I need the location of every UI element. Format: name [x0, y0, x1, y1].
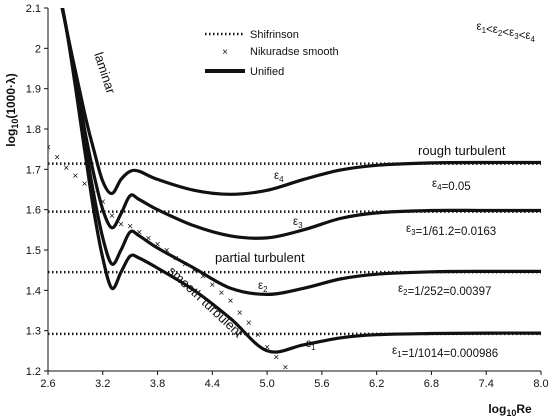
x-tick-label: 6.2: [369, 378, 384, 390]
eps1-value-label: ε1=1/1014=0.000986: [392, 345, 498, 360]
y-tick-label: 1.2: [26, 366, 41, 378]
nikuradse-marker: ×: [182, 260, 188, 271]
y-tick-label: 1.5: [26, 245, 41, 257]
y-tick-label: 1.6: [26, 205, 41, 217]
rough-turbulent-label: rough turbulent: [418, 143, 506, 158]
x-tick-label: 5.6: [314, 378, 329, 390]
nikuradse-marker: ×: [63, 163, 69, 174]
nikuradse-marker: ×: [100, 197, 106, 208]
nikuradse-marker: ×: [209, 280, 215, 291]
y-tick-label: 2.1: [26, 3, 41, 15]
y-tick-label: 1.3: [26, 326, 41, 338]
nikuradse-marker: ×: [246, 318, 252, 329]
nikuradse-marker: ×: [200, 272, 206, 283]
nikuradse-marker: ×: [155, 239, 161, 250]
y-tick-label: 1.7: [26, 164, 41, 176]
nikuradse-marker: ×: [45, 143, 51, 154]
nikuradse-marker: ×: [82, 179, 88, 190]
unified-curve-ε2: [60, 8, 541, 296]
nikuradse-marker: ×: [146, 233, 152, 244]
x-tick-label: 5.0: [259, 378, 274, 390]
y-tick-label: 1.9: [26, 84, 41, 96]
y-tick-label: 1.4: [26, 285, 41, 297]
y-axis-ticks: 1.2 1.3 1.4 1.5 1.6 1.7 1.8 1.9 2 2.1: [26, 3, 48, 378]
y-tick-label: 1.8: [26, 124, 41, 136]
nikuradse-marker: ×: [219, 288, 225, 299]
x-tick-label: 3.8: [150, 378, 165, 390]
axes: [47, 8, 541, 372]
eps3-value-label: ε3=1/61.2=0.0163: [406, 223, 496, 238]
nikuradse-marker: ×: [264, 342, 270, 353]
nikuradse-marker: ×: [54, 153, 60, 164]
unified-series: [60, 8, 541, 354]
x-axis-title: log10Re: [488, 402, 532, 418]
y-tick-label: 2: [35, 43, 41, 55]
legend-shifrinson-label: Shifrinson: [250, 29, 299, 41]
y-axis-title: log10(1000·λ): [4, 73, 20, 146]
legend-nikuradse-label: Nikuradse smooth: [250, 46, 339, 58]
nikuradse-marker: ×: [228, 296, 234, 307]
nikuradse-marker: ×: [72, 171, 78, 182]
legend-unified-label: Unified: [250, 66, 284, 78]
legend: Shifrinson × Nikuradse smooth Unified: [205, 29, 339, 78]
nikuradse-marker: ×: [118, 219, 124, 230]
x-tick-label: 6.8: [424, 378, 439, 390]
eps4-value-label: ε4=0.05: [432, 178, 471, 193]
nikuradse-marker: ×: [109, 211, 115, 222]
partial-turbulent-label: partial turbulent: [215, 250, 305, 265]
x-axis-ticks: 2.6 3.2 3.8 4.4 5.0 5.6 6.2 6.8 7.4 8.0: [40, 371, 549, 390]
eps3-curve-label: ε3: [293, 216, 303, 230]
legend-nikuradse-marker: ×: [222, 47, 228, 58]
nikuradse-marker: ×: [282, 362, 288, 373]
nikuradse-marker: ×: [164, 246, 170, 257]
unified-curve-ε4: [60, 8, 541, 196]
eps1-curve-label: ε1: [306, 338, 316, 352]
x-tick-label: 8.0: [533, 378, 548, 390]
eps4-curve-label: ε4: [274, 170, 284, 184]
nikuradse-marker: ×: [273, 352, 279, 363]
x-tick-label: 4.4: [205, 378, 220, 390]
unified-curve-ε1: [60, 8, 541, 354]
x-tick-label: 2.6: [40, 378, 55, 390]
laminar-label: laminar: [91, 50, 119, 96]
nikuradse-marker: ×: [237, 308, 243, 319]
nikuradse-marker: ×: [255, 330, 261, 341]
nikuradse-smooth-series: ××××××××× ××××××××××××××××××: [45, 143, 288, 373]
eps2-curve-label: ε2: [258, 280, 268, 294]
epsilon-ordering-note: ε1<ε2<ε3<ε4: [476, 21, 535, 44]
nikuradse-marker: ×: [191, 266, 197, 277]
nikuradse-marker: ×: [127, 221, 133, 232]
x-tick-label: 3.2: [95, 378, 110, 390]
unified-curve-ε3: [60, 8, 541, 240]
x-tick-label: 7.4: [479, 378, 494, 390]
eps2-value-label: ε2=1/252=0.00397: [398, 283, 491, 298]
nikuradse-marker: ×: [136, 227, 142, 238]
